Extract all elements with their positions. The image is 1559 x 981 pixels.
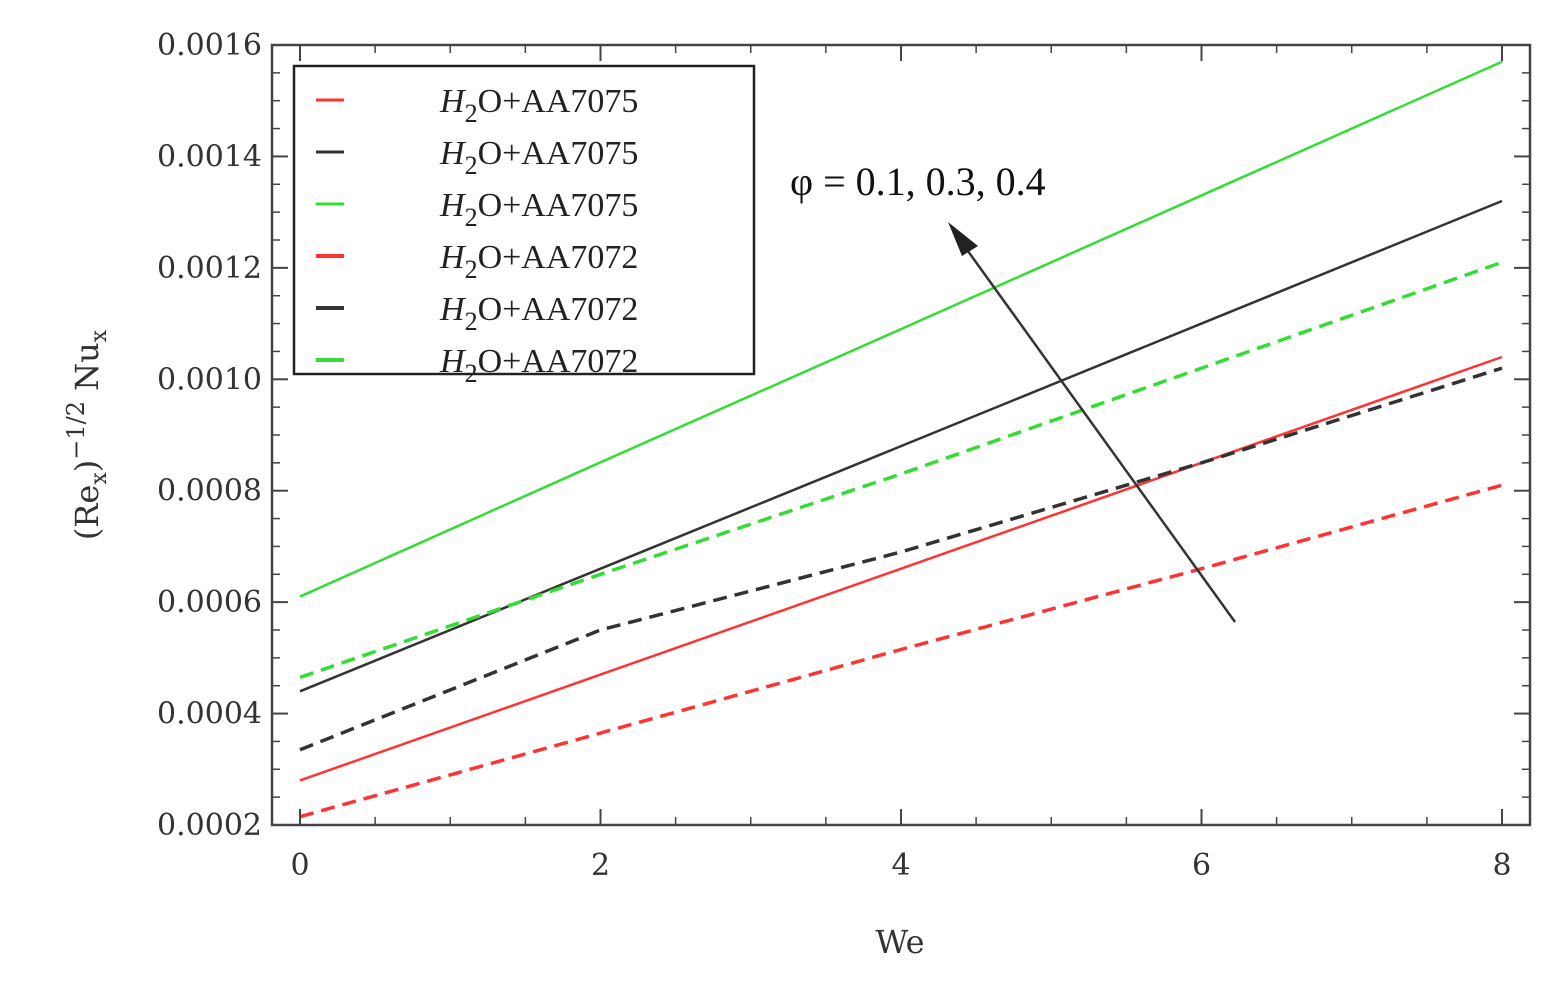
- x-tick-label: 6: [1192, 848, 1211, 883]
- phi-arrow-head: [948, 222, 978, 256]
- series-line-6: [299, 260, 1503, 680]
- legend-entry-3: H2O+AA7075: [316, 187, 638, 232]
- legend: H2O+AA7075 H2O+AA7075 H2O+AA7075 H2O+AA7072…: [292, 64, 756, 388]
- x-tick-label: 4: [891, 848, 910, 883]
- series-line-5: [299, 366, 1503, 752]
- y-tick-label: 0.0016: [157, 28, 262, 63]
- legend-label: H2O+AA7072: [439, 343, 638, 388]
- y-tick-label: 0.0006: [157, 585, 262, 620]
- x-tick-label: 0: [290, 848, 309, 883]
- y-tick-label: 0.0004: [157, 697, 262, 732]
- legend-box: [292, 64, 756, 376]
- y-tick-label: 0.0002: [157, 808, 262, 843]
- legend-label: H2O+AA7075: [439, 187, 638, 232]
- legend-entry-2: H2O+AA7075: [316, 135, 638, 180]
- legend-entry-4: H2O+AA7072: [316, 239, 638, 284]
- legend-label: H2O+AA7072: [439, 291, 638, 336]
- legend-label: H2O+AA7075: [439, 83, 638, 128]
- x-axis-title: We: [875, 923, 924, 961]
- y-tick-label: 0.0008: [157, 474, 262, 509]
- y-axis-title: (Rex)−1/2 Nux: [62, 329, 112, 540]
- x-tick-label: 2: [591, 848, 610, 883]
- y-tick-label: 0.0012: [157, 251, 262, 286]
- x-tick-label: 8: [1492, 848, 1511, 883]
- legend-entry-1: H2O+AA7075: [316, 83, 638, 128]
- y-tick-label: 0.0010: [157, 362, 262, 397]
- legend-entry-6: H2O+AA7072: [316, 343, 638, 388]
- series-line-4: [299, 483, 1503, 819]
- series-line-3: [299, 60, 1503, 598]
- y-tick-label: 0.0014: [157, 139, 262, 174]
- series-line-1: [299, 355, 1503, 782]
- phi-arrow-shaft: [958, 239, 1237, 623]
- legend-label: H2O+AA7072: [439, 239, 638, 284]
- legend-entry-5: H2O+AA7072: [316, 291, 638, 336]
- legend-label: H2O+AA7075: [439, 135, 638, 180]
- phi-annotation: φ = 0.1, 0.3, 0.4: [790, 159, 1046, 204]
